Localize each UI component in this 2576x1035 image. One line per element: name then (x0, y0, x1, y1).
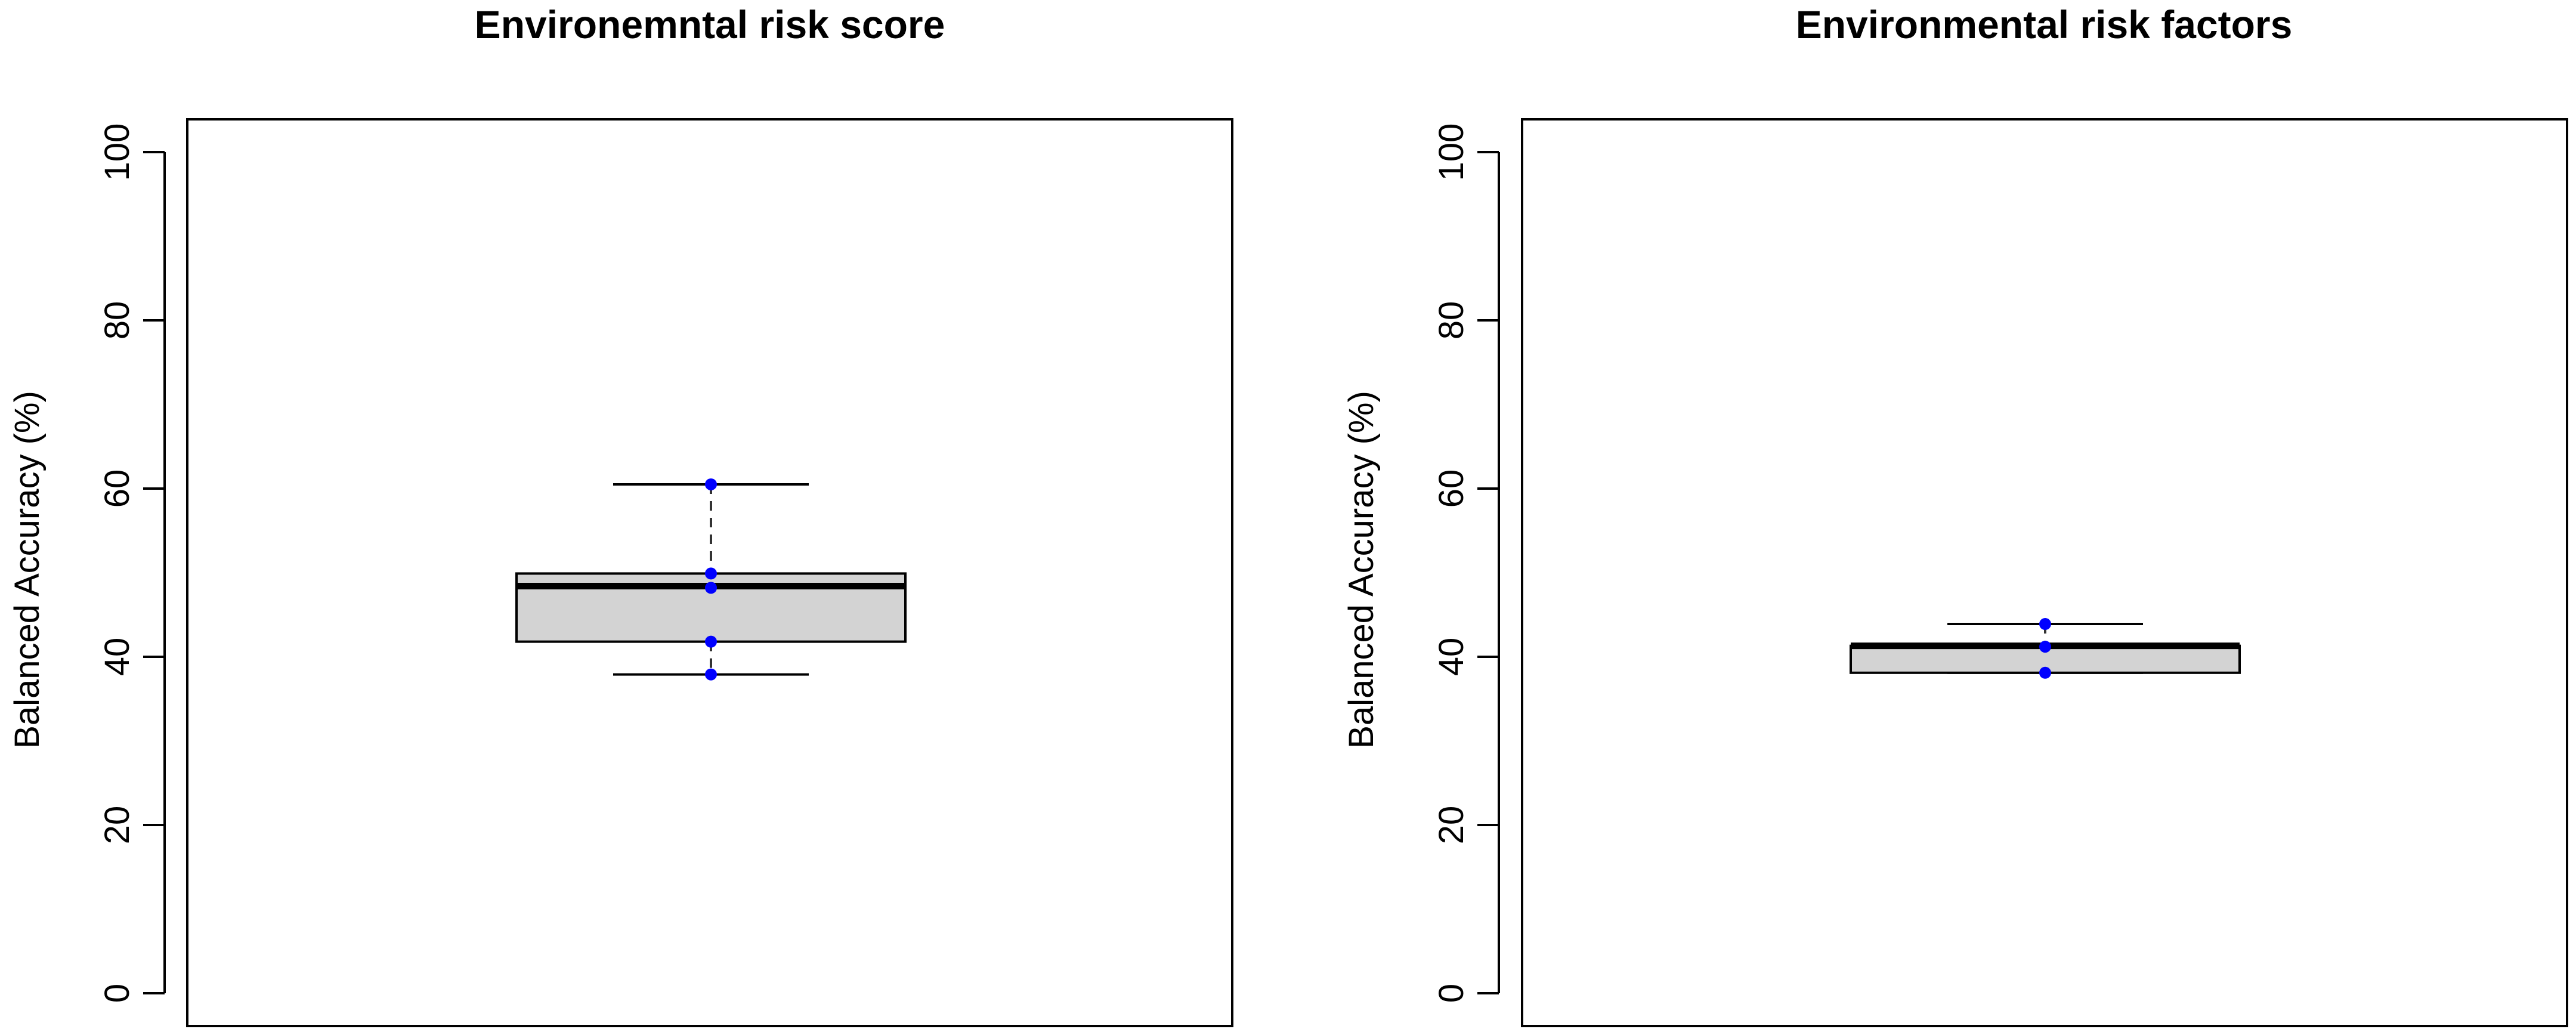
y-tick-label: 80 (1432, 301, 1471, 340)
y-tick-label: 40 (1432, 638, 1471, 676)
y-tick-20: 20 (98, 806, 165, 845)
plot-frame (186, 118, 1233, 1027)
y-tick-label: 40 (98, 638, 137, 676)
y-tick-40: 40 (98, 638, 165, 676)
data-point (705, 635, 717, 648)
y-tick-60: 60 (98, 469, 165, 508)
y-tick-20: 20 (1432, 806, 1499, 845)
panel-title: Environemntal risk score (475, 2, 945, 47)
y-axis-label: Balanced Accuracy (%) (8, 391, 47, 749)
y-tick-40: 40 (1432, 638, 1499, 676)
plot-frame (1521, 118, 2568, 1027)
y-axis-ticks: 0 20 40 60 80 100 (98, 123, 165, 1003)
y-tick-80: 80 (98, 301, 165, 340)
data-point (2039, 618, 2051, 631)
y-tick-100: 100 (98, 123, 165, 181)
y-tick-label: 20 (1432, 806, 1471, 845)
panel-environmental-risk-factors: Environmental risk factors Balanced Accu… (1342, 2, 2568, 1027)
y-tick-label: 60 (1432, 469, 1471, 508)
y-axis-label: Balanced Accuracy (%) (1342, 391, 1381, 749)
panel-environmental-risk-score: Environemntal risk score Balanced Accura… (8, 2, 1233, 1027)
data-points (2039, 618, 2051, 679)
data-point (705, 478, 717, 490)
data-point (705, 567, 717, 580)
y-tick-label: 20 (98, 806, 137, 845)
y-tick-100: 100 (1432, 123, 1499, 181)
y-tick-label: 100 (98, 123, 137, 181)
y-tick-label: 80 (98, 301, 137, 340)
data-point (705, 668, 717, 681)
y-tick-label: 60 (98, 469, 137, 508)
panel-title: Environmental risk factors (1796, 2, 2293, 47)
y-tick-0: 0 (1432, 984, 1499, 1003)
y-axis-ticks: 0 20 40 60 80 100 (1432, 123, 1499, 1003)
y-tick-label: 0 (1432, 984, 1471, 1003)
data-point (2039, 641, 2051, 653)
y-tick-label: 100 (1432, 123, 1471, 181)
y-tick-0: 0 (98, 984, 165, 1003)
y-tick-80: 80 (1432, 301, 1499, 340)
y-tick-60: 60 (1432, 469, 1499, 508)
data-points (705, 478, 717, 681)
data-point (2039, 666, 2051, 679)
y-tick-label: 0 (98, 984, 137, 1003)
data-point (705, 582, 717, 594)
